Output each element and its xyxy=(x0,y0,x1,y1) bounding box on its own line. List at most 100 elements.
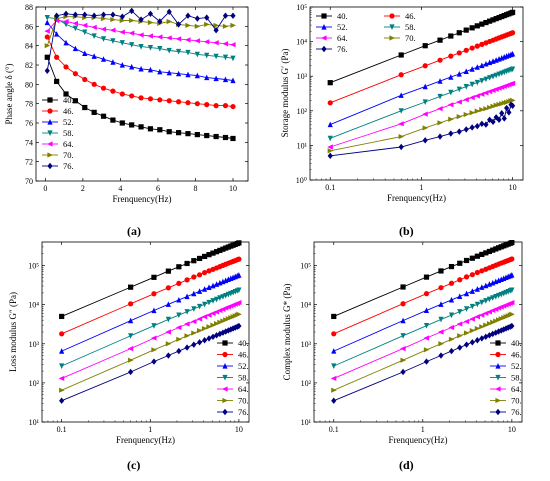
data-point xyxy=(456,321,463,327)
data-point xyxy=(191,330,197,336)
y-tick-label: 84 xyxy=(25,42,33,51)
data-point xyxy=(400,333,406,339)
legend-label: 40. xyxy=(337,11,348,21)
data-point xyxy=(223,245,229,251)
legend-label: 46. xyxy=(511,350,522,360)
data-point xyxy=(128,368,134,376)
data-point xyxy=(423,274,430,280)
data-point xyxy=(469,272,475,278)
series-0 xyxy=(327,9,516,86)
data-point xyxy=(479,284,485,290)
legend-label: 52. xyxy=(511,361,522,371)
data-point xyxy=(422,99,428,105)
data-point xyxy=(59,348,65,354)
data-point xyxy=(463,126,469,133)
y-tick-label: 10⁴ xyxy=(28,301,39,310)
data-point xyxy=(448,89,454,96)
data-point xyxy=(469,339,475,346)
legend-marker xyxy=(47,130,53,136)
series-6 xyxy=(59,322,242,404)
data-point xyxy=(474,23,480,29)
data-point xyxy=(235,299,242,306)
legend-label: 40. xyxy=(511,338,522,348)
data-point xyxy=(510,66,516,73)
data-point xyxy=(479,41,485,47)
data-point xyxy=(166,129,172,135)
data-point xyxy=(191,290,197,297)
data-point xyxy=(490,330,496,338)
legend: 40. 46.52. 58.64. 70.76. xyxy=(217,338,249,417)
x-axis-label: Frenquency(Hz) xyxy=(389,435,448,445)
data-point xyxy=(463,97,469,103)
data-point xyxy=(493,72,499,79)
data-point xyxy=(469,81,475,88)
y-tick-label: 82 xyxy=(25,61,33,70)
data-point xyxy=(463,84,469,90)
data-point xyxy=(220,318,226,324)
series-2 xyxy=(331,272,515,354)
x-tick-label: 10 xyxy=(509,183,517,192)
x-tick-label: 1 xyxy=(148,425,152,434)
data-point xyxy=(72,20,78,27)
data-point xyxy=(437,57,443,63)
data-point xyxy=(166,18,173,25)
plot-frame xyxy=(35,6,249,182)
data-point xyxy=(469,45,475,51)
legend-label: 64. xyxy=(63,139,74,149)
data-point xyxy=(119,40,125,46)
data-point xyxy=(176,312,182,319)
data-point xyxy=(72,11,78,18)
data-point xyxy=(490,247,496,253)
data-point xyxy=(487,75,493,81)
data-point xyxy=(59,313,65,320)
data-point xyxy=(236,256,242,262)
data-point xyxy=(213,320,220,327)
data-point xyxy=(59,363,65,370)
data-point xyxy=(138,16,144,23)
x-tick-label: 10 xyxy=(235,425,243,434)
series-3 xyxy=(331,287,515,370)
y-tick-label: 86 xyxy=(25,22,33,31)
y-tick-label: 10³ xyxy=(301,340,312,349)
data-point xyxy=(206,324,213,330)
data-point xyxy=(469,316,475,322)
caption-a: (a) xyxy=(127,224,141,238)
data-point xyxy=(44,28,50,34)
chart-panel-d: 0.1 1 10 10¹ 10² 10³ 10⁴ 10⁵ Frenquency(Hz) Compl… xyxy=(282,239,523,445)
data-point xyxy=(474,79,480,86)
data-point xyxy=(448,130,454,137)
data-point xyxy=(100,16,107,22)
data-point xyxy=(110,38,116,44)
data-point xyxy=(82,29,88,36)
series-6 xyxy=(327,101,516,160)
data-point xyxy=(438,341,444,347)
data-point xyxy=(474,269,480,276)
data-point xyxy=(222,103,229,109)
series-2 xyxy=(44,19,236,84)
data-point xyxy=(129,17,135,24)
data-point xyxy=(185,131,191,137)
legend-marker xyxy=(222,386,228,392)
legend-marker xyxy=(47,108,53,114)
y-tick-label: 72 xyxy=(25,158,33,167)
data-point xyxy=(398,72,404,78)
data-point xyxy=(437,106,443,112)
data-point xyxy=(166,98,172,104)
legend-marker xyxy=(495,386,501,392)
data-point xyxy=(479,120,485,128)
data-point xyxy=(91,109,97,115)
data-point xyxy=(479,251,485,258)
data-point xyxy=(230,22,236,28)
data-point xyxy=(58,375,65,382)
data-point xyxy=(331,348,337,354)
data-point xyxy=(204,14,210,21)
data-point xyxy=(463,290,470,297)
legend-label: 46. xyxy=(405,11,416,21)
data-point xyxy=(463,341,470,348)
data-point xyxy=(508,299,515,306)
legend-marker xyxy=(47,152,53,158)
chart-panel-c: 0.1 1 10 10¹ 10² 10³ 10⁴ 10⁵ Frenquency(Hz) Loss … xyxy=(8,240,250,445)
data-point xyxy=(44,34,50,40)
data-point xyxy=(478,91,485,97)
